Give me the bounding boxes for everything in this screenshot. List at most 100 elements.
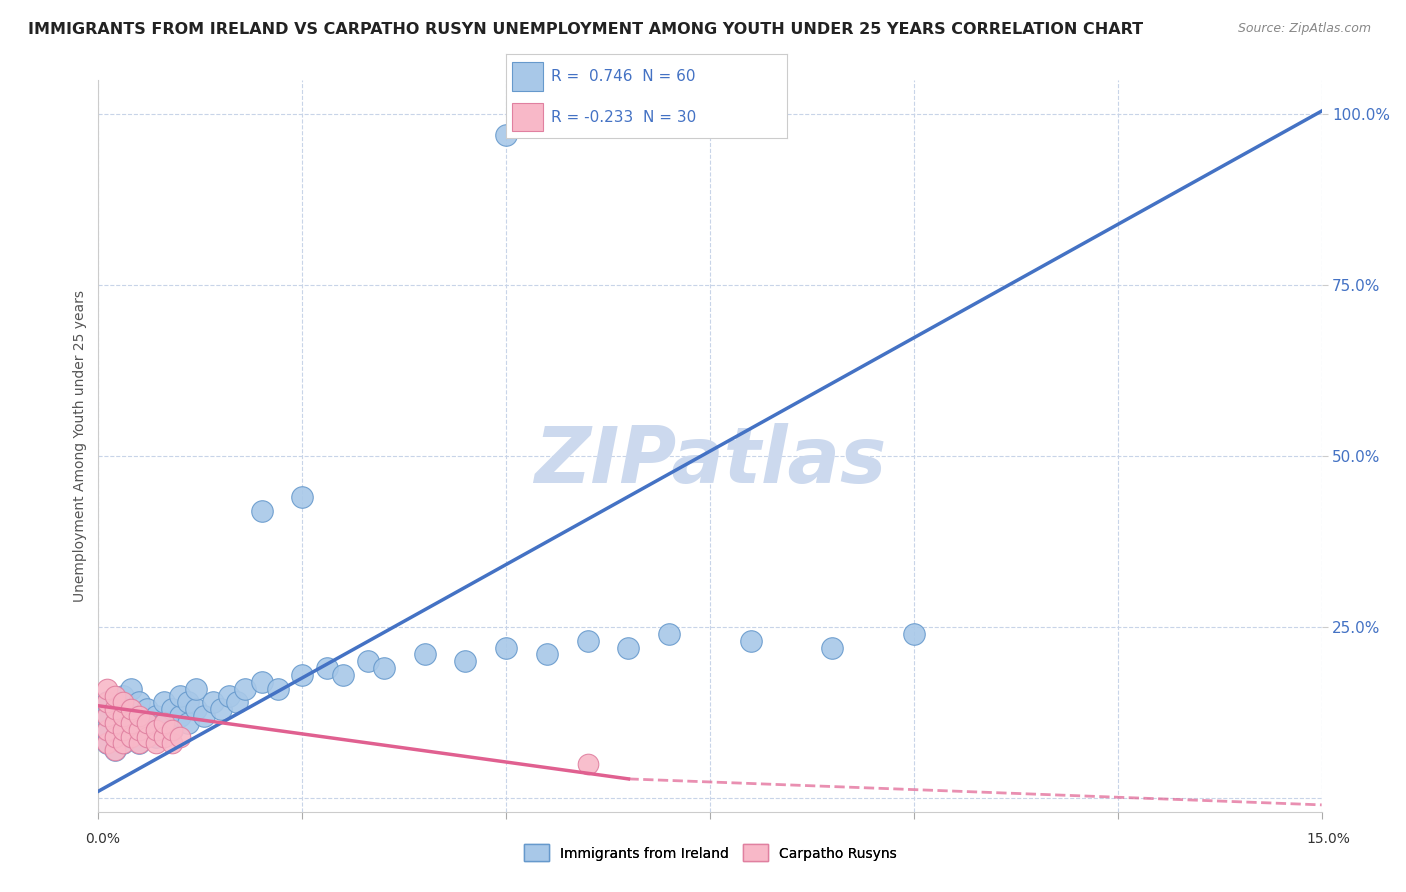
Point bbox=[201, 695, 224, 709]
Point bbox=[536, 648, 558, 662]
Point bbox=[96, 723, 118, 737]
Point bbox=[96, 709, 118, 723]
Point bbox=[104, 715, 127, 730]
Point bbox=[111, 723, 134, 737]
Point bbox=[152, 730, 174, 744]
Point bbox=[209, 702, 232, 716]
Point bbox=[96, 723, 118, 737]
Point bbox=[111, 695, 134, 709]
Point bbox=[250, 504, 273, 518]
Point bbox=[373, 661, 395, 675]
Text: R =  0.746  N = 60: R = 0.746 N = 60 bbox=[551, 69, 696, 84]
Point bbox=[576, 633, 599, 648]
Point bbox=[145, 736, 167, 750]
Point bbox=[96, 736, 118, 750]
Point bbox=[111, 702, 134, 716]
Point bbox=[332, 668, 354, 682]
Point bbox=[120, 730, 142, 744]
Point bbox=[120, 702, 142, 716]
Point bbox=[413, 648, 436, 662]
Point bbox=[111, 723, 134, 737]
Point bbox=[576, 756, 599, 771]
Point bbox=[291, 668, 314, 682]
Point bbox=[740, 633, 762, 648]
Point bbox=[193, 709, 215, 723]
Point bbox=[145, 730, 167, 744]
Point bbox=[356, 654, 378, 668]
Point bbox=[821, 640, 844, 655]
Point bbox=[658, 627, 681, 641]
Point bbox=[267, 681, 290, 696]
Point bbox=[136, 715, 159, 730]
Text: Source: ZipAtlas.com: Source: ZipAtlas.com bbox=[1237, 22, 1371, 36]
Point bbox=[291, 490, 314, 504]
Legend: Immigrants from Ireland, Carpatho Rusyns: Immigrants from Ireland, Carpatho Rusyns bbox=[517, 838, 903, 867]
Point bbox=[104, 743, 127, 757]
Point bbox=[128, 736, 150, 750]
Point bbox=[96, 709, 118, 723]
Point bbox=[104, 689, 127, 703]
Point bbox=[128, 715, 150, 730]
Point bbox=[104, 730, 127, 744]
Point bbox=[186, 681, 208, 696]
Point bbox=[169, 709, 191, 723]
Point bbox=[96, 736, 118, 750]
Text: IMMIGRANTS FROM IRELAND VS CARPATHO RUSYN UNEMPLOYMENT AMONG YOUTH UNDER 25 YEAR: IMMIGRANTS FROM IRELAND VS CARPATHO RUSY… bbox=[28, 22, 1143, 37]
FancyBboxPatch shape bbox=[512, 103, 543, 131]
Text: 0.0%: 0.0% bbox=[86, 832, 120, 846]
Point bbox=[128, 709, 150, 723]
Point bbox=[233, 681, 256, 696]
Point bbox=[160, 702, 183, 716]
Point bbox=[169, 689, 191, 703]
Point bbox=[104, 715, 127, 730]
Point bbox=[145, 723, 167, 737]
Text: ZIPatlas: ZIPatlas bbox=[534, 423, 886, 499]
Y-axis label: Unemployment Among Youth under 25 years: Unemployment Among Youth under 25 years bbox=[73, 290, 87, 602]
Point bbox=[104, 743, 127, 757]
Point bbox=[120, 681, 142, 696]
Point bbox=[96, 695, 118, 709]
Point bbox=[536, 114, 558, 128]
Point bbox=[177, 695, 200, 709]
Point bbox=[495, 640, 517, 655]
Point bbox=[136, 723, 159, 737]
Point bbox=[160, 723, 183, 737]
Point bbox=[120, 715, 142, 730]
Point bbox=[145, 709, 167, 723]
Point bbox=[169, 730, 191, 744]
Point bbox=[111, 709, 134, 723]
Point bbox=[177, 715, 200, 730]
Point bbox=[104, 730, 127, 744]
Point bbox=[128, 736, 150, 750]
Point bbox=[128, 695, 150, 709]
Point bbox=[186, 702, 208, 716]
Point bbox=[495, 128, 517, 142]
Point bbox=[152, 695, 174, 709]
Point bbox=[315, 661, 337, 675]
Point bbox=[111, 736, 134, 750]
Point bbox=[111, 689, 134, 703]
Point bbox=[617, 640, 640, 655]
Point bbox=[454, 654, 477, 668]
Point bbox=[96, 681, 118, 696]
Point bbox=[136, 730, 159, 744]
Point bbox=[104, 702, 127, 716]
Point bbox=[903, 627, 925, 641]
FancyBboxPatch shape bbox=[512, 62, 543, 91]
Point bbox=[218, 689, 240, 703]
Point bbox=[104, 702, 127, 716]
Point bbox=[96, 695, 118, 709]
Point bbox=[160, 736, 183, 750]
Point bbox=[111, 736, 134, 750]
Point bbox=[250, 674, 273, 689]
Point bbox=[120, 709, 142, 723]
Point bbox=[226, 695, 249, 709]
Point bbox=[160, 723, 183, 737]
Text: 15.0%: 15.0% bbox=[1306, 832, 1351, 846]
Point bbox=[136, 702, 159, 716]
Point bbox=[128, 723, 150, 737]
Point bbox=[152, 715, 174, 730]
Point bbox=[152, 715, 174, 730]
Text: R = -0.233  N = 30: R = -0.233 N = 30 bbox=[551, 110, 696, 125]
Point bbox=[120, 730, 142, 744]
